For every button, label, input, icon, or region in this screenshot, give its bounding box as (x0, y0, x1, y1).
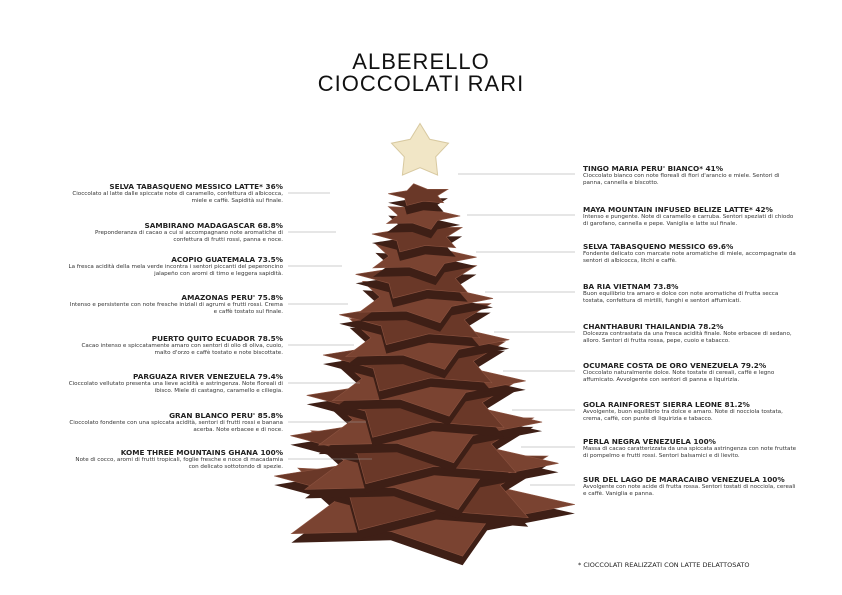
title-line: CIOCCOLATI RARI (317, 71, 525, 96)
item-title: PARGUAZA RIVER VENEZUELA 79.4% (133, 372, 283, 381)
item-title: BA RIA VIETNAM 73.8% (583, 282, 679, 291)
item-title: TINGO MARIA PERU' BIANCO* 41% (583, 164, 724, 173)
chocolate-layer-side (388, 192, 448, 215)
item-title: OCUMARE COSTA DE ORO VENEZUELA 79.2% (583, 361, 767, 370)
item-description: Massa di cacao caratterizzata da una spi… (583, 446, 797, 459)
chocolate-item: SAMBIRANO MADAGASCAR 68.8% Preponderanza … (68, 221, 283, 244)
chocolate-item: MAYA MOUNTAIN INFUSED BELIZE LATTE* 42% I… (583, 205, 798, 228)
chocolate-item: BA RIA VIETNAM 73.8% Buon equilibrio tra … (583, 282, 798, 305)
item-description: Dolcezza contrastata da una fresca acidi… (583, 331, 792, 344)
chocolate-item: CHANTHABURI THAILANDIA 78.2% Dolcezza con… (583, 322, 798, 345)
item-description: Cioccolato fondente con una spiccata aci… (69, 420, 283, 433)
item-description: Cioccolato naturalmente dolce. Note tost… (583, 370, 775, 383)
item-title: SELVA TABASQUENO MESSICO 69.6% (583, 242, 734, 251)
item-description: Fondente delicato con marcate note aroma… (583, 251, 796, 264)
item-description: Preponderanza di cacao a cui si accompag… (95, 230, 283, 243)
chocolate-item: GRAN BLANCO PERU' 85.8% Cioccolato fonden… (68, 411, 283, 434)
item-title: AMAZONAS PERU' 75.8% (181, 293, 283, 302)
chocolate-layer (371, 218, 464, 253)
item-description: Avvolgente con note acide di frutta ross… (583, 484, 796, 497)
item-description: Cioccolato al latte dalle spiccate note … (72, 191, 283, 204)
chocolate-item: SUR DEL LAGO DE MARACAIBO VENEZUELA 100%… (583, 475, 798, 498)
chocolate-item: PERLA NEGRA VENEZUELA 100% Massa di cacao… (583, 437, 798, 460)
item-title: PERLA NEGRA VENEZUELA 100% (583, 437, 716, 446)
chocolate-item: OCUMARE COSTA DE ORO VENEZUELA 79.2% Cioc… (583, 361, 798, 384)
chocolate-item: SELVA TABASQUENO MESSICO 69.6% Fondente d… (583, 242, 798, 265)
item-description: Cioccolato bianco con note floreali di f… (583, 173, 780, 186)
item-title: GOLA RAINFOREST SIERRA LEONE 81.2% (583, 400, 750, 409)
item-description: Note di cocco, aromi di frutti tropicali… (75, 457, 283, 470)
footnote: * CIOCCOLATI REALIZZATI CON LATTE DELATT… (578, 561, 750, 569)
item-title: GRAN BLANCO PERU' 85.8% (169, 411, 283, 420)
item-description: Intenso e pungente. Note di caramello e … (583, 214, 794, 227)
white-star (390, 122, 450, 176)
chocolate-layer (388, 183, 449, 206)
item-title: KOME THREE MOUNTAINS GHANA 100% (120, 448, 283, 457)
item-title: SUR DEL LAGO DE MARACAIBO VENEZUELA 100% (583, 475, 785, 484)
item-title: PUERTO QUITO ECUADOR 78.5% (151, 334, 283, 343)
item-title: MAYA MOUNTAIN INFUSED BELIZE LATTE* 42% (583, 205, 773, 214)
chocolate-item: AMAZONAS PERU' 75.8% Intenso e persistent… (68, 293, 283, 316)
item-title: SAMBIRANO MADAGASCAR 68.8% (144, 221, 283, 230)
chocolate-layer (385, 201, 461, 230)
item-title: ACOPIO GUATEMALA 73.5% (171, 255, 283, 264)
chocolate-item: ACOPIO GUATEMALA 73.5% La fresca acidità … (68, 255, 283, 278)
item-title: SELVA TABASQUENO MESSICO LATTE* 36% (109, 182, 283, 191)
chocolate-item: TINGO MARIA PERU' BIANCO* 41% Cioccolato … (583, 164, 798, 187)
chocolate-item: PARGUAZA RIVER VENEZUELA 79.4% Cioccolato… (68, 372, 283, 395)
item-title: CHANTHABURI THAILANDIA 78.2% (583, 322, 724, 331)
chocolate-item: GOLA RAINFOREST SIERRA LEONE 81.2% Avvolg… (583, 400, 798, 423)
item-description: Buon equilibrio tra amaro e dolce con no… (583, 291, 779, 304)
item-description: Cioccolato vellutato presenta una lieve … (68, 381, 283, 394)
item-description: Intenso e persistente con note fresche i… (69, 302, 283, 315)
chocolate-item: SELVA TABASQUENO MESSICO LATTE* 36% Ciocc… (68, 182, 283, 205)
item-description: Avvolgente, buon equilibrio tra dolce e … (583, 409, 783, 422)
item-description: La fresca acidità della mela verde incon… (68, 264, 283, 277)
title-line: ALBERELLO (352, 49, 490, 74)
chocolate-item: PUERTO QUITO ECUADOR 78.5% Cacao intenso … (68, 334, 284, 357)
chocolate-item: KOME THREE MOUNTAINS GHANA 100% Note di c… (68, 448, 283, 471)
item-description: Cacao intenso e spiccatamente amaro con … (81, 343, 284, 356)
